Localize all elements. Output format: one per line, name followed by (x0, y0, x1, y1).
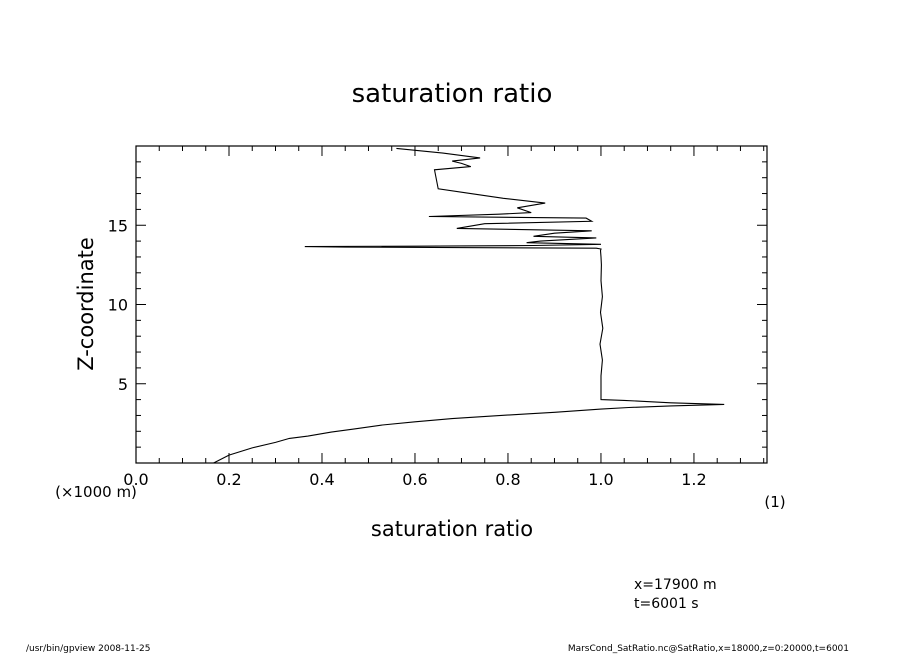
x-position-info: x=17900 m (634, 577, 717, 593)
time-info: t=6001 s (634, 596, 699, 612)
y-tick-label: 15 (108, 216, 128, 235)
y-axis-label: Z-coordinate (74, 237, 98, 371)
chart-title: saturation ratio (352, 79, 553, 109)
y-tick-label: 5 (118, 375, 128, 394)
footer-right: MarsCond_SatRatio.nc@SatRatio,x=18000,z=… (568, 644, 849, 654)
x-tick-label: 1.2 (681, 470, 706, 489)
x-tick-label: 1.0 (588, 470, 613, 489)
x-tick-label: 0.4 (309, 470, 334, 489)
axis-tick-labels: 0.0 0.2 0.4 0.6 0.8 1.0 1.2 5 10 15 (108, 216, 707, 489)
x-axis-label: saturation ratio (371, 517, 533, 541)
plot-frame (135, 145, 768, 464)
x-tick-label: 0.2 (216, 470, 241, 489)
saturation-ratio-line (213, 147, 725, 464)
x-tick-label: 0.6 (402, 470, 427, 489)
footer-left: /usr/bin/gpview 2008-11-25 (26, 644, 150, 654)
x-tick-label: 0.0 (123, 470, 148, 489)
y-axis-unit: (×1000 m) (55, 483, 137, 501)
x-axis-unit: (1) (764, 493, 785, 511)
y-tick-label: 10 (108, 296, 128, 315)
x-tick-label: 0.8 (495, 470, 520, 489)
